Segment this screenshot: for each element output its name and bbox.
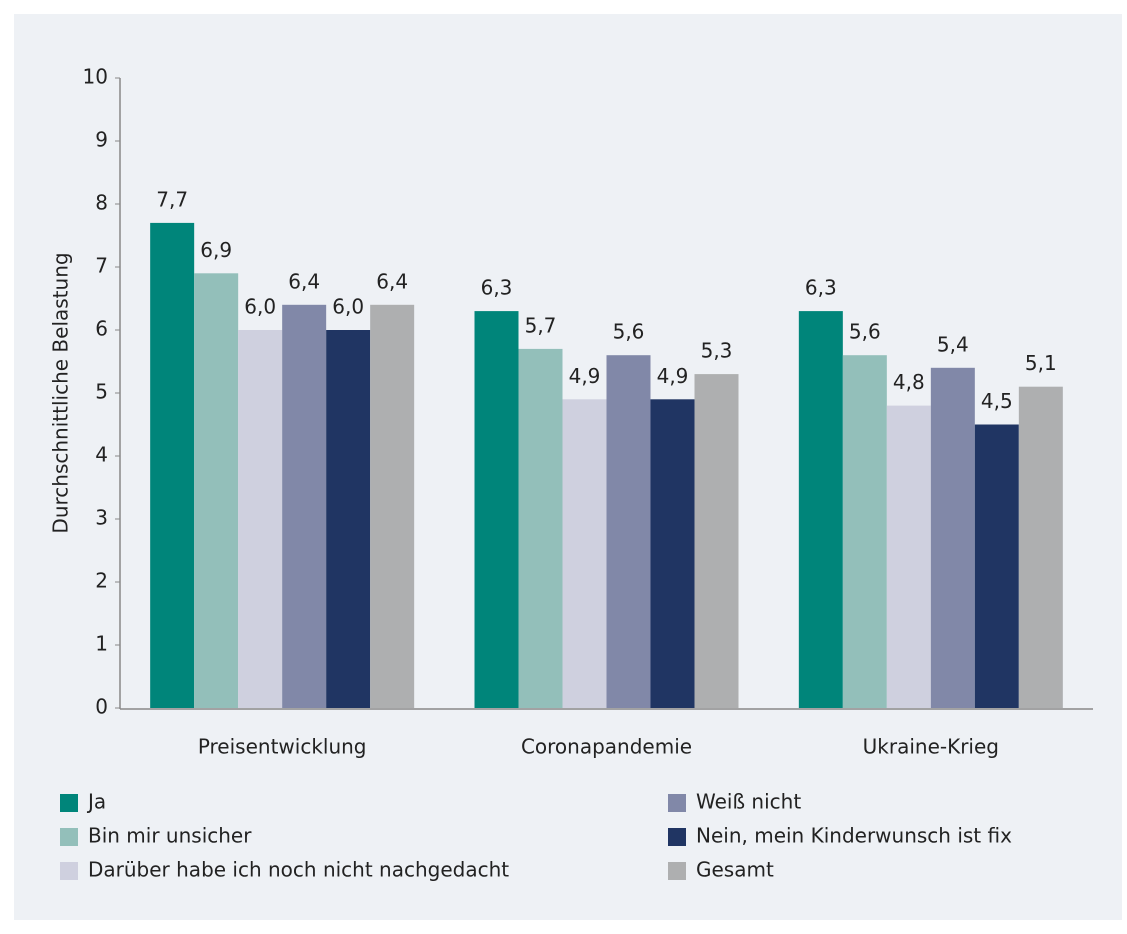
data-label: 5,6 <box>613 320 645 344</box>
legend-swatch <box>60 828 78 846</box>
bar <box>930 367 975 708</box>
legend-swatch <box>668 828 686 846</box>
bar <box>842 355 887 708</box>
legend-label: Darüber habe ich noch nicht nachgedacht <box>88 858 509 882</box>
legend-swatch <box>60 862 78 880</box>
bar <box>326 330 371 708</box>
data-label: 4,8 <box>893 370 925 394</box>
bar <box>194 273 239 708</box>
legend-swatch <box>60 794 78 812</box>
y-tick-label: 6 <box>95 317 108 341</box>
data-label: 4,9 <box>569 364 601 388</box>
bar <box>282 304 327 708</box>
x-tick-label: Preisentwicklung <box>198 735 367 759</box>
data-label: 6,0 <box>244 295 276 319</box>
y-tick-label: 0 <box>95 695 108 719</box>
bar <box>606 355 651 708</box>
data-label: 6,9 <box>200 238 232 262</box>
y-tick-label: 1 <box>95 632 108 656</box>
y-tick-label: 10 <box>83 65 108 89</box>
bar <box>370 304 415 708</box>
data-label: 4,5 <box>981 389 1013 413</box>
legend-label: Weiß nicht <box>696 790 801 814</box>
y-tick-label: 9 <box>95 128 108 152</box>
x-tick-label: Coronapandemie <box>521 735 692 759</box>
legend-label: Nein, mein Kinderwunsch ist fix <box>696 824 1012 848</box>
bar <box>886 405 931 708</box>
data-label: 5,3 <box>701 339 733 363</box>
data-label: 6,4 <box>288 269 320 293</box>
legend-label: Ja <box>86 790 106 814</box>
bar <box>562 399 607 708</box>
legend-swatch <box>668 862 686 880</box>
y-axis-label: Durchschnittliche Belastung <box>49 252 73 533</box>
bar <box>650 399 695 708</box>
y-tick-label: 8 <box>95 191 108 215</box>
data-label: 5,1 <box>1025 351 1057 375</box>
data-label: 4,9 <box>657 364 689 388</box>
bar <box>798 311 843 708</box>
x-tick-label: Ukraine-Krieg <box>863 735 999 759</box>
bar <box>238 330 283 708</box>
legend-swatch <box>668 794 686 812</box>
y-tick-label: 4 <box>95 443 108 467</box>
data-label: 7,7 <box>156 187 188 211</box>
data-label: 6,3 <box>481 276 513 300</box>
y-tick-label: 5 <box>95 380 108 404</box>
y-tick-label: 7 <box>95 254 108 278</box>
bar <box>694 374 739 708</box>
bar <box>474 311 519 708</box>
y-tick-label: 2 <box>95 569 108 593</box>
bar <box>974 424 1019 708</box>
data-label: 5,7 <box>525 313 557 337</box>
data-label: 6,0 <box>332 295 364 319</box>
bar <box>518 348 563 708</box>
data-label: 5,6 <box>849 320 881 344</box>
legend-label: Gesamt <box>696 858 774 882</box>
legend-label: Bin mir unsicher <box>88 824 252 848</box>
y-tick-label: 3 <box>95 506 108 530</box>
data-label: 6,4 <box>376 269 408 293</box>
bar <box>150 222 195 708</box>
data-label: 5,4 <box>937 332 969 356</box>
data-label: 6,3 <box>805 276 837 300</box>
bar <box>1018 386 1063 708</box>
